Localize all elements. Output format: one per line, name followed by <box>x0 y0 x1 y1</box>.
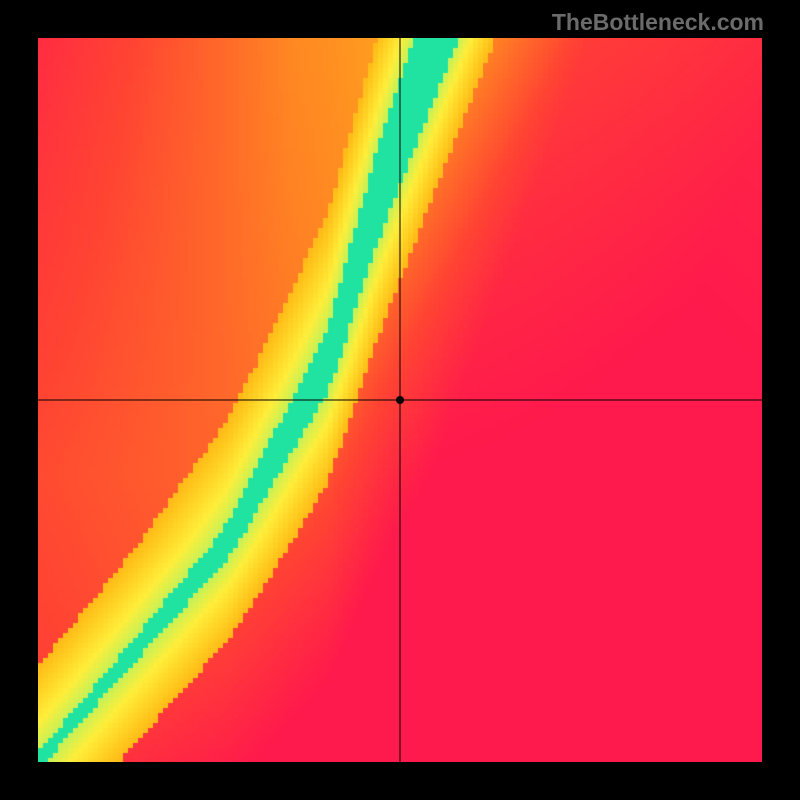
watermark-text: TheBottleneck.com <box>552 9 764 36</box>
stage: TheBottleneck.com <box>0 0 800 800</box>
bottleneck-heatmap <box>38 38 762 762</box>
